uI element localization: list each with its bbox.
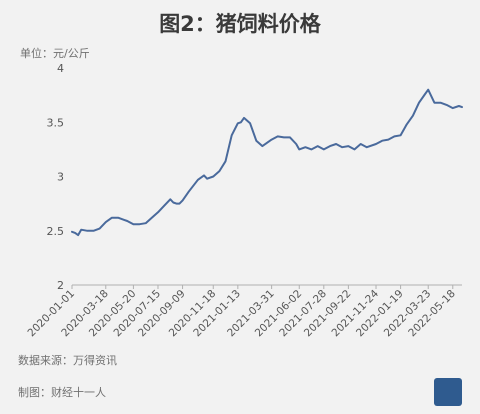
data-source: 数据来源：万得资讯 bbox=[18, 354, 117, 367]
y-tick-label: 3.5 bbox=[47, 116, 65, 129]
y-tick-label: 2 bbox=[57, 279, 64, 292]
y-tick-label: 2.5 bbox=[47, 225, 65, 238]
unit-label: 单位：元/公斤 bbox=[20, 47, 90, 60]
chart-maker: 制图：财经十一人 bbox=[18, 386, 106, 399]
x-axis-ticks: 2020-01-012020-03-182020-05-202020-07-15… bbox=[25, 285, 458, 339]
y-tick-label: 4 bbox=[57, 62, 64, 75]
y-tick-label: 3 bbox=[57, 171, 64, 184]
brand-logo bbox=[434, 378, 462, 406]
y-axis-labels: 2 2.5 3 3.5 4 bbox=[47, 62, 65, 292]
series-line bbox=[71, 88, 463, 237]
chart-title: 图2：猪饲料价格 bbox=[159, 12, 321, 36]
